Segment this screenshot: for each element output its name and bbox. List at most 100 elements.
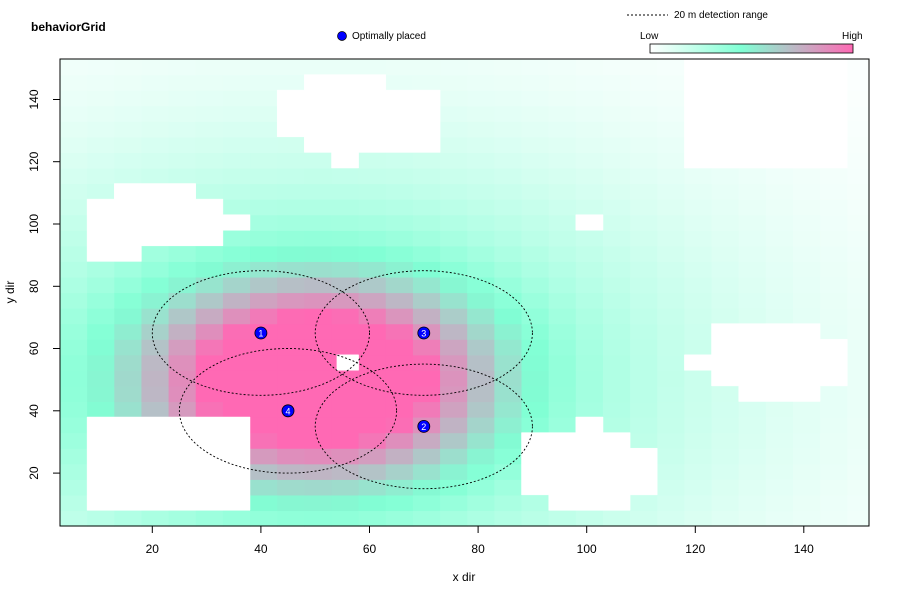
heatmap-cell	[222, 323, 251, 340]
heatmap-cell	[602, 74, 631, 91]
heatmap-cell	[358, 245, 387, 262]
heatmap-cell	[385, 339, 414, 356]
legend-receiver-label: Optimally placed	[352, 31, 426, 42]
heatmap-cell	[222, 370, 251, 387]
heatmap-cell	[412, 276, 441, 294]
heatmap-cell	[222, 121, 251, 138]
heatmap-cell	[575, 323, 604, 340]
heatmap-cell	[277, 167, 305, 185]
heatmap-cell	[575, 261, 604, 278]
heatmap-cell	[114, 105, 143, 122]
heatmap-cell	[222, 308, 251, 325]
heatmap-cell	[440, 401, 468, 418]
heatmap-cell	[602, 510, 631, 527]
heatmap-cell	[440, 323, 468, 340]
heatmap-cell	[684, 292, 713, 309]
heatmap-cell	[548, 261, 577, 278]
detection-range-circle	[314, 270, 533, 396]
heatmap-cell	[521, 385, 550, 403]
heatmap-cell	[548, 510, 577, 527]
heatmap-cell	[195, 245, 224, 262]
heatmap-cell	[494, 292, 523, 309]
heatmap-cell	[250, 448, 278, 465]
heatmap-cell	[195, 74, 224, 91]
heatmap-cell	[494, 339, 523, 356]
heatmap-cell	[250, 121, 278, 138]
heatmap-cell	[738, 401, 767, 418]
heatmap-cell	[222, 90, 251, 107]
heatmap-cell	[738, 199, 767, 216]
heatmap-cell	[385, 199, 414, 216]
heatmap-cell	[412, 494, 441, 512]
heatmap-cell	[277, 245, 305, 262]
heatmap-cell	[765, 292, 794, 309]
heatmap-cell	[521, 230, 550, 247]
heatmap-cell	[440, 385, 468, 403]
heatmap-cell	[548, 401, 577, 418]
heatmap-cell	[684, 199, 713, 216]
heatmap-cell	[847, 494, 870, 512]
heatmap-cell	[60, 417, 88, 434]
heatmap-cell	[765, 245, 794, 262]
heatmap-cell	[87, 370, 115, 387]
heatmap-cell	[277, 292, 305, 309]
heatmap-cell	[168, 167, 197, 185]
heatmap-cell	[87, 167, 115, 185]
receiver-label: 4	[285, 406, 290, 416]
heatmap-cell	[440, 354, 468, 371]
heatmap-cell	[711, 494, 740, 512]
heatmap-cell	[847, 214, 870, 231]
heatmap-cell	[60, 245, 88, 262]
heatmap-cell	[630, 510, 658, 527]
heatmap-cell	[657, 261, 685, 278]
heatmap-cell	[250, 167, 278, 185]
land-area	[336, 354, 359, 371]
heatmap-cell	[521, 308, 550, 325]
heatmap-cell	[304, 276, 333, 294]
x-tick-label: 60	[363, 542, 377, 556]
heatmap-cell	[250, 261, 278, 278]
heatmap-cell	[60, 136, 88, 153]
heatmap-cell	[521, 136, 550, 153]
heatmap-cell	[358, 199, 387, 216]
heatmap-cell	[602, 261, 631, 278]
heatmap-cell	[847, 479, 870, 496]
heatmap-cell	[222, 261, 251, 278]
heatmap-cell	[657, 354, 685, 371]
heatmap-cell	[548, 385, 577, 403]
heatmap-cell	[331, 183, 360, 200]
heatmap-cell	[304, 463, 333, 480]
heatmap-cell	[630, 214, 658, 231]
heatmap-cell	[141, 136, 170, 153]
heatmap-cell	[521, 167, 550, 185]
heatmap-cell	[521, 214, 550, 231]
heatmap-cell	[412, 59, 441, 76]
heatmap-cell	[711, 245, 740, 262]
heatmap-cell	[684, 510, 713, 527]
heatmap-cell	[385, 167, 414, 185]
heatmap-cell	[521, 183, 550, 200]
heatmap-cell	[657, 494, 685, 512]
heatmap-cell	[738, 479, 767, 496]
heatmap-cell	[494, 510, 523, 527]
heatmap-cell	[467, 417, 495, 434]
heatmap-cell	[385, 494, 414, 512]
y-tick-label: 140	[27, 89, 41, 109]
heatmap-cell	[548, 354, 577, 371]
heatmap-cell	[820, 183, 848, 200]
heatmap-cell	[820, 510, 848, 527]
heatmap-cell	[575, 152, 604, 169]
heatmap-cell	[440, 105, 468, 122]
land-areas	[86, 58, 848, 511]
heatmap-cell	[60, 292, 88, 309]
heatmap-cell	[467, 463, 495, 480]
heatmap-cell	[765, 199, 794, 216]
heatmap-cell	[87, 323, 115, 340]
heatmap-cell	[738, 432, 767, 449]
heatmap-cell	[711, 401, 740, 418]
heatmap-cell	[87, 152, 115, 169]
heatmap-cell	[331, 292, 360, 309]
heatmap-cell	[765, 276, 794, 294]
heatmap-cell	[412, 152, 441, 169]
heatmap-cell	[847, 121, 870, 138]
